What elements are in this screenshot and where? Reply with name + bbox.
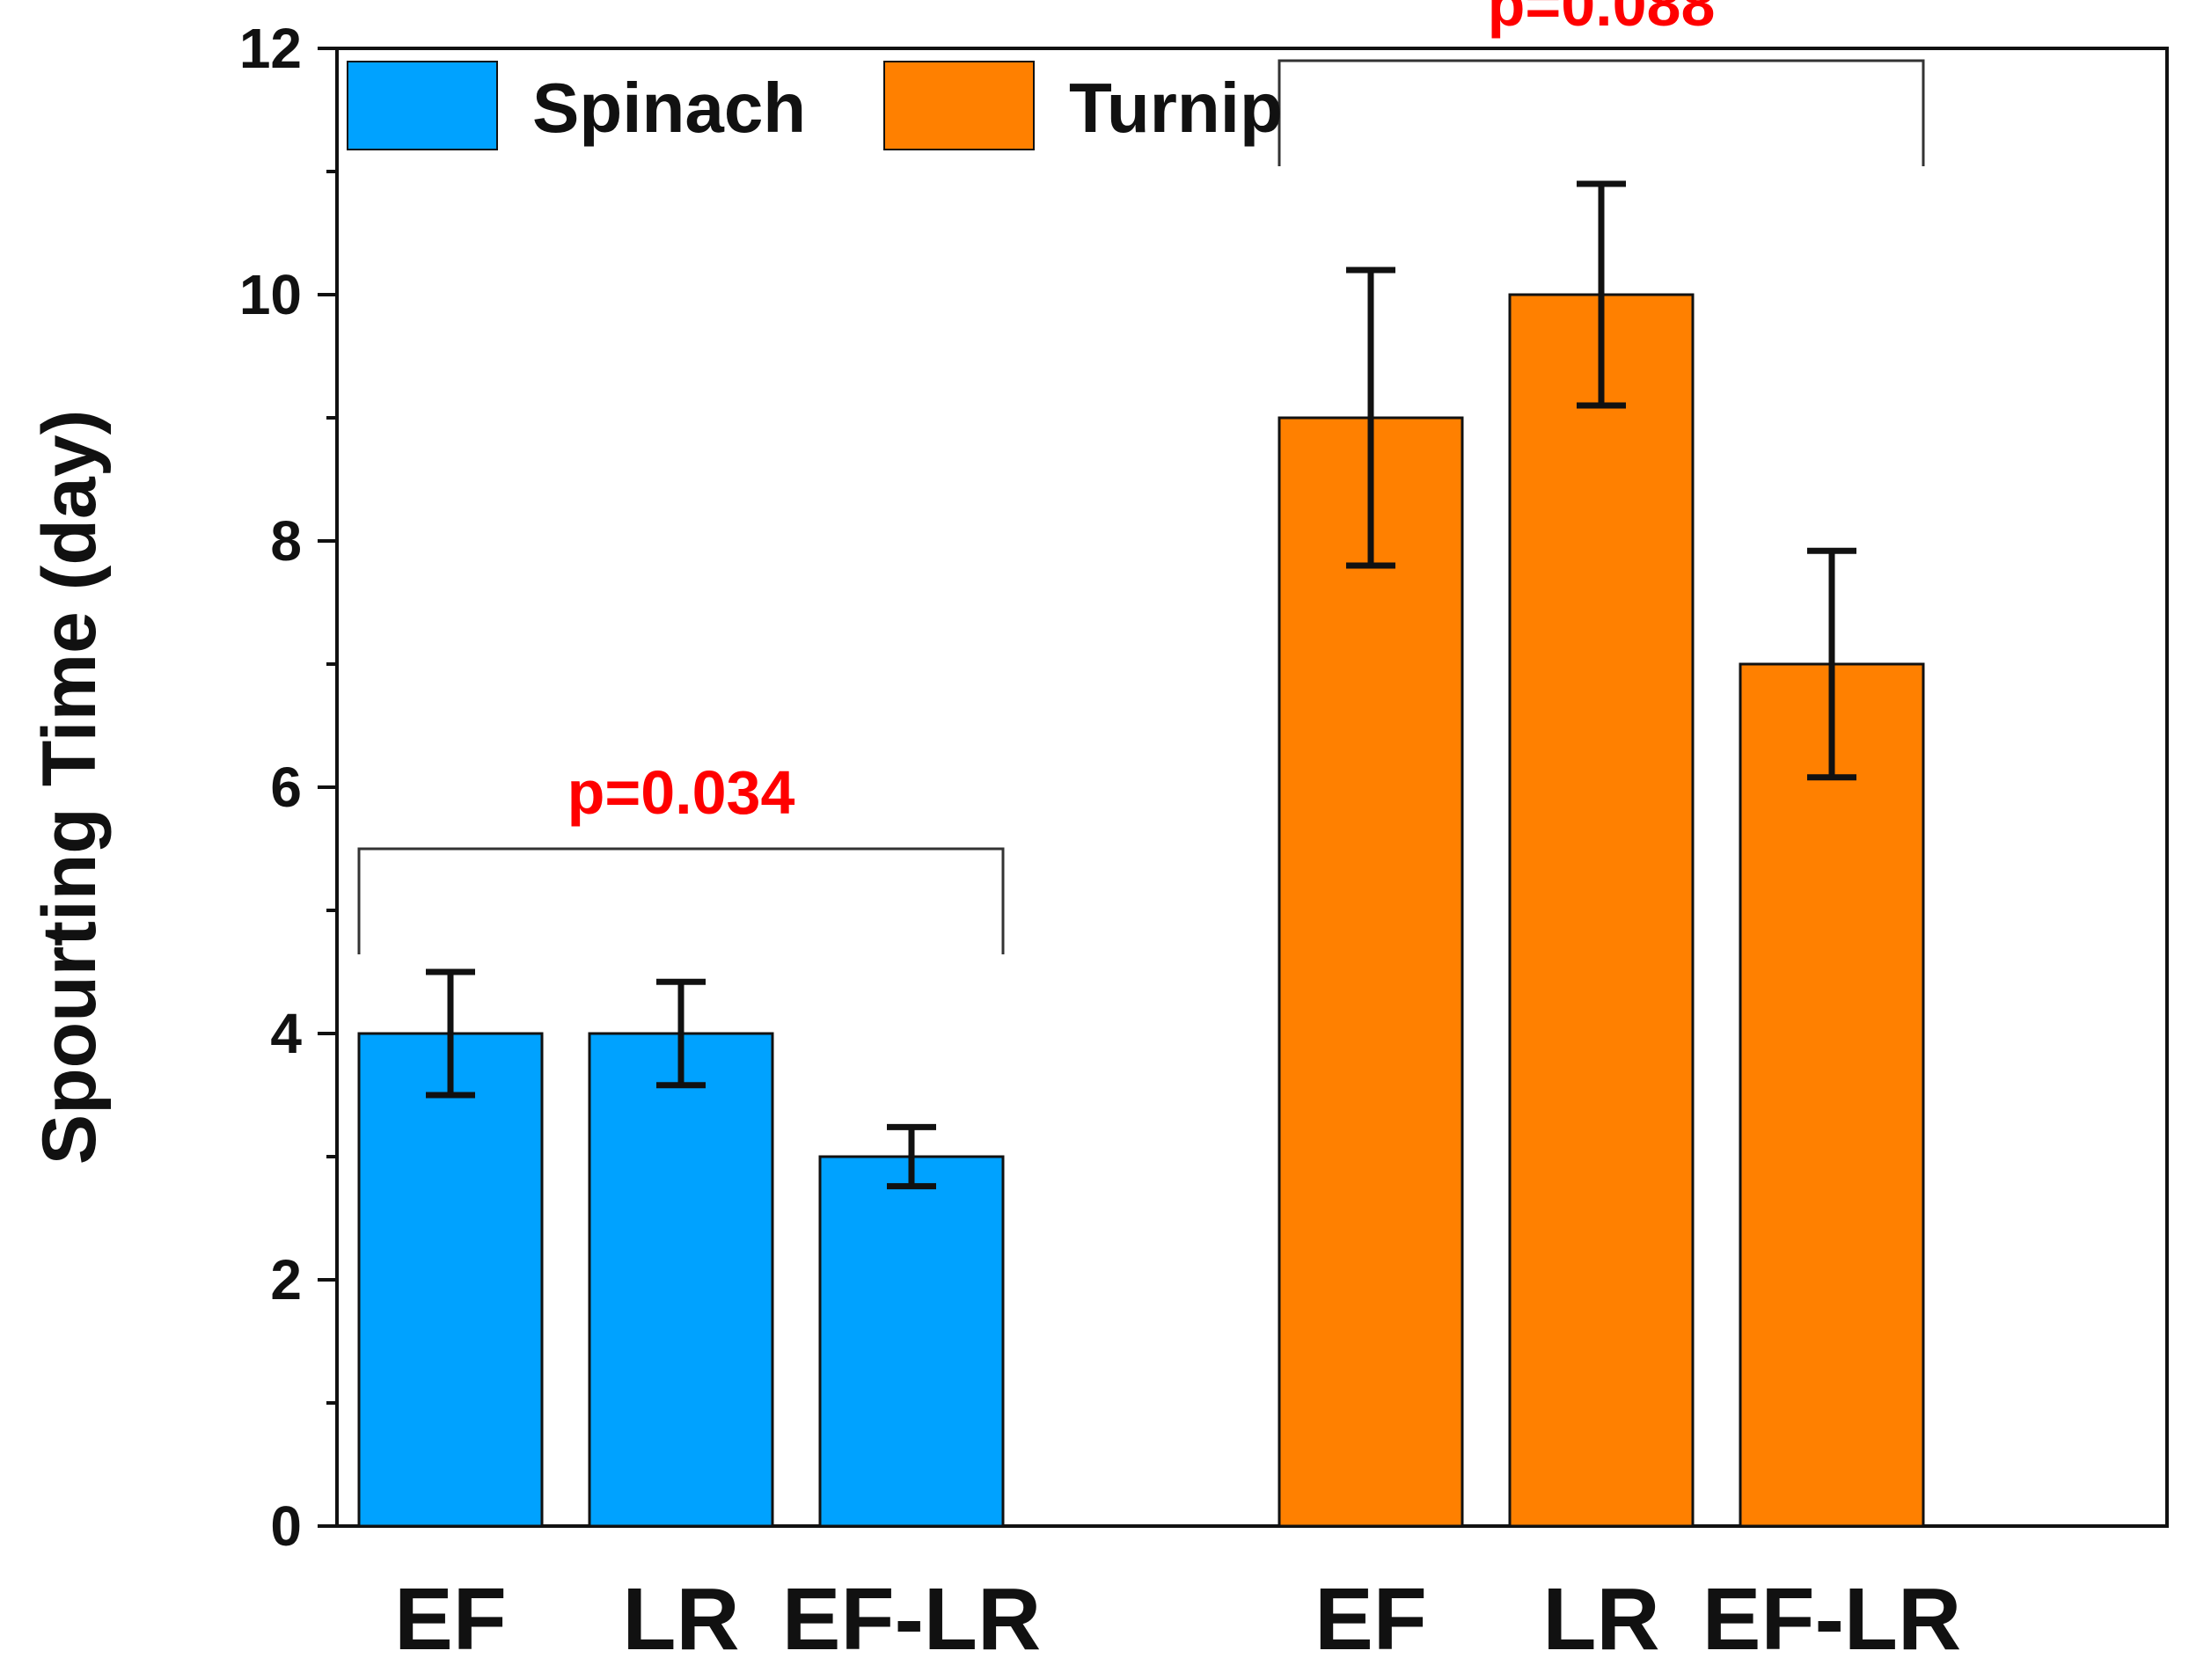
bracket-line [357,847,1005,954]
y-tick-label: 2 [270,1248,302,1311]
y-tick-label: 6 [270,756,302,819]
legend-swatch [347,61,498,150]
legend: Spinach Turnip [347,61,1283,150]
x-tick-label: LR [1542,1570,1659,1669]
y-axis-title: Spourting Time (day) [27,410,112,1165]
error-bar [1346,267,1395,569]
x-axis: EF LR EF-LR EF LR EF-LR [394,1570,1961,1669]
y-axis: 0 2 4 6 8 10 12 [239,17,337,1558]
x-tick-label: EF [394,1570,507,1669]
error-bar [1577,180,1626,409]
error-bar [656,978,706,1089]
bar [588,1032,774,1528]
bar [1278,416,1464,1528]
legend-label: Turnip [1069,69,1283,147]
x-tick-label: EF [1314,1570,1427,1669]
legend-swatch [883,61,1035,150]
significance-bracket: p=0.034 [357,758,1005,954]
error-bars [426,180,1856,1190]
p-value-label: p=0.034 [567,758,795,827]
legend-item: Spinach [347,61,806,150]
bracket-line [1278,59,1925,166]
y-tick-label: 4 [270,1002,302,1065]
bar [1508,293,1695,1528]
bar [357,1032,544,1528]
p-value-label: p=0.088 [1488,0,1716,39]
significance-brackets: p=0.034 p=0.088 [357,0,1925,954]
significance-bracket: p=0.088 [1278,0,1925,166]
bar [1739,662,1925,1528]
y-tick-label: 8 [270,509,302,573]
x-tick-label: LR [622,1570,739,1669]
legend-item: Turnip [883,61,1283,150]
bars [357,293,1925,1528]
error-bar [426,968,475,1099]
error-bar [1807,547,1856,781]
x-tick-label: EF-LR [782,1570,1041,1669]
legend-label: Spinach [532,69,806,147]
y-tick-label: 10 [239,263,302,326]
error-bar [887,1123,936,1190]
y-tick-label: 0 [270,1494,302,1558]
bar [818,1155,1005,1528]
y-tick-label: 12 [239,17,302,80]
x-tick-label: EF-LR [1702,1570,1961,1669]
